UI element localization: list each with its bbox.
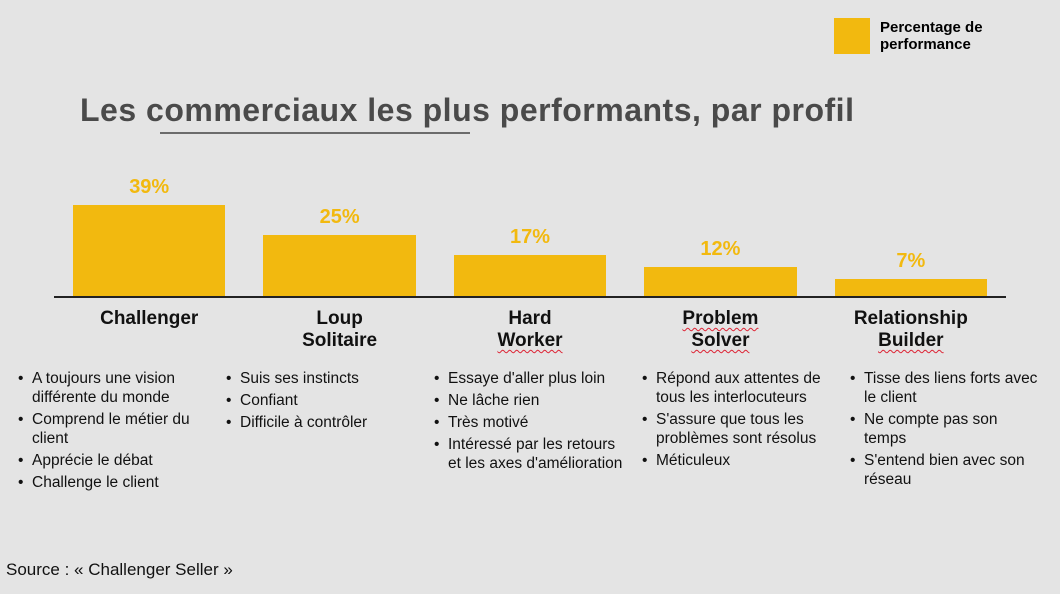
bar-col: 39% (54, 176, 244, 296)
profile-bullets: Répond aux attentes de tous les interloc… (634, 370, 842, 495)
bar-value-label: 39% (129, 176, 169, 199)
bullet-item: Méticuleux (640, 452, 832, 471)
bar-rect (644, 267, 796, 296)
bullet-item: Tisse des liens forts avec le client (848, 370, 1040, 408)
bullet-item: A toujours une vision différente du mond… (16, 370, 208, 408)
bullet-item: Comprend le métier du client (16, 411, 208, 449)
bullet-item: Apprécie le débat (16, 452, 208, 471)
bar-col: 17% (435, 176, 625, 296)
bar-chart: 39% 25% 17% 12% 7% (54, 158, 1006, 298)
bar-col: 25% (244, 176, 434, 296)
bullet-item: Suis ses instincts (224, 370, 416, 389)
bar-rect (73, 205, 225, 296)
bullet-item: S'entend bien avec son réseau (848, 452, 1040, 490)
profile-label: RelationshipBuilder (816, 308, 1006, 352)
legend: Percentage de performance (834, 18, 1030, 54)
profile-bullets: Suis ses instincts Confiant Difficile à co… (218, 370, 426, 495)
bar-col: 12% (625, 176, 815, 296)
bar-rect (454, 255, 606, 296)
chart-baseline (54, 296, 1006, 298)
bar-value-label: 12% (700, 238, 740, 261)
bullet-item: Très motivé (432, 414, 624, 433)
legend-swatch (834, 18, 870, 54)
profile-labels-row: ChallengerLoupSolitaireHardWorkerProblem… (54, 308, 1006, 352)
profile-bullets: Tisse des liens forts avec le clientNe c… (842, 370, 1050, 495)
bullet-item: Essaye d'aller plus loin (432, 370, 624, 389)
profile-bullets: Essaye d'aller plus loin Ne lâche rien Trè… (426, 370, 634, 495)
bar-rect (263, 235, 415, 296)
bullet-item: S'assure que tous les problèmes sont rés… (640, 411, 832, 449)
bullet-item: Challenge le client (16, 474, 208, 493)
title-underline (160, 132, 470, 134)
profile-label: Challenger (54, 308, 244, 352)
page-title: Les commerciaux les plus performants, pa… (80, 92, 854, 129)
profile-label: ProblemSolver (625, 308, 815, 352)
bullet-item: Ne lâche rien (432, 392, 624, 411)
profile-bullets-row: A toujours une vision différente du mond… (10, 370, 1050, 495)
bullet-item: Intéressé par les retours et les axes d'… (432, 436, 624, 474)
bullet-item: Confiant (224, 392, 416, 411)
profile-label: HardWorker (435, 308, 625, 352)
bar-value-label: 25% (320, 206, 360, 229)
source-text: Source : « Challenger Seller » (6, 560, 233, 580)
bar-rect (835, 279, 987, 296)
legend-label: Percentage de performance (880, 19, 1030, 54)
bullet-item: Répond aux attentes de tous les interloc… (640, 370, 832, 408)
bar-col: 7% (816, 176, 1006, 296)
profile-bullets: A toujours une vision différente du mond… (10, 370, 218, 495)
profile-label: LoupSolitaire (244, 308, 434, 352)
bar-value-label: 17% (510, 226, 550, 249)
bar-value-label: 7% (896, 250, 925, 273)
bullet-item: Difficile à contrôler (224, 414, 416, 433)
bullet-item: Ne compte pas son temps (848, 411, 1040, 449)
